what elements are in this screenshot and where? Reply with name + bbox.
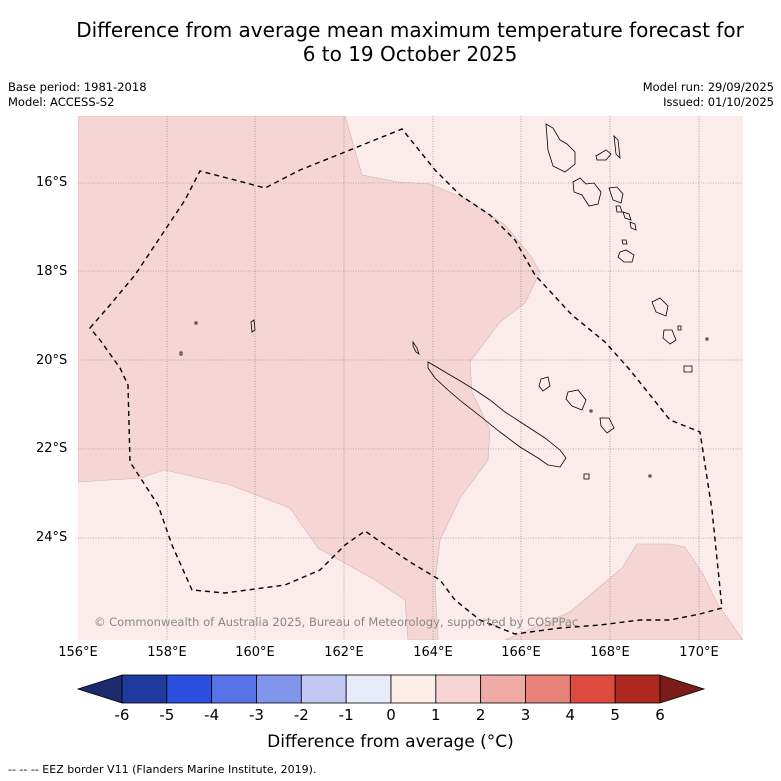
colorbar-tick: -4 <box>204 706 220 724</box>
eez-legend: -- -- -- EEZ border V11 (Flanders Marine… <box>8 763 317 776</box>
colorbar-cell <box>211 674 257 704</box>
title-line-2: 6 to 19 October 2025 <box>302 42 518 66</box>
colorbar-cell <box>166 674 213 704</box>
colorbar-tick: 3 <box>520 706 531 724</box>
latitude-label: 18°S <box>36 264 68 279</box>
colorbar-cell <box>390 674 437 704</box>
map-title: Difference from average mean maximum tem… <box>0 18 781 66</box>
colorbar-tick: -6 <box>114 706 130 724</box>
colorbar-tick: -5 <box>159 706 175 724</box>
title-line-1: Difference from average mean maximum tem… <box>76 18 744 42</box>
map-area: © Commonwealth of Australia 2025, Bureau… <box>78 116 743 640</box>
anomaly-1-2-region <box>78 116 541 640</box>
colorbar-tick: -3 <box>249 706 264 724</box>
anomaly-1-2-region-se <box>504 543 743 640</box>
copyright-notice: © Commonwealth of Australia 2025, Bureau… <box>94 615 578 629</box>
meta-left: Base period: 1981-2018 Model: ACCESS-S2 <box>8 80 147 110</box>
colorbar-cell <box>256 674 302 704</box>
colorbar-tick: 4 <box>565 706 576 724</box>
colorbar-tick: 1 <box>431 706 441 724</box>
latitude-label: 16°S <box>36 175 68 190</box>
longitude-label: 164°E <box>413 645 453 660</box>
colorbar-tick: -1 <box>338 706 354 724</box>
colorbar-tick: 6 <box>655 706 665 724</box>
eez-border <box>89 128 723 635</box>
latitude-label: 22°S <box>36 441 68 456</box>
colorbar-low-extension <box>76 674 123 704</box>
colorbar-cell <box>345 674 392 704</box>
colorbar <box>76 674 706 704</box>
belep-islands <box>412 340 420 355</box>
colorbar-title: Difference from average (°C) <box>267 732 514 752</box>
vanuatu-islands <box>545 123 637 263</box>
latitude-label: 20°S <box>36 353 68 368</box>
colorbar-cell <box>480 674 526 704</box>
colorbar-cell <box>435 674 482 704</box>
latitude-label: 24°S <box>36 530 68 545</box>
colorbar-cell <box>569 674 616 704</box>
colorbar-cell <box>121 674 168 704</box>
gridlines <box>78 116 743 640</box>
colorbar-tick: 0 <box>386 706 396 724</box>
colorbar-tick: -2 <box>293 706 309 724</box>
model-name: Model: ACCESS-S2 <box>8 95 115 109</box>
base-period: Base period: 1981-2018 <box>8 80 147 94</box>
longitude-label: 168°E <box>590 645 630 660</box>
colorbar-cell <box>614 674 661 704</box>
new-caledonia-island <box>427 361 567 468</box>
colorbar-cell <box>525 674 571 704</box>
longitude-label: 166°E <box>501 645 541 660</box>
colorbar-tick: 5 <box>610 706 620 724</box>
longitude-label: 156°E <box>58 645 98 660</box>
longitude-label: 170°E <box>679 645 719 660</box>
coastlines <box>179 123 709 480</box>
longitude-label: 162°E <box>324 645 364 660</box>
meta-right: Model run: 29/09/2025 Issued: 01/10/2025 <box>643 80 774 110</box>
model-run: Model run: 29/09/2025 <box>642 80 774 94</box>
colorbar-cells <box>121 674 661 704</box>
longitude-label: 160°E <box>235 645 275 660</box>
issued-date: Issued: 01/10/2025 <box>663 95 774 109</box>
walpole-island <box>583 473 590 480</box>
loyalty-islands <box>538 376 615 434</box>
solomon-islands <box>179 319 256 356</box>
eastern-islets <box>589 297 709 478</box>
longitude-label: 158°E <box>147 645 187 660</box>
colorbar-high-extension <box>659 674 706 704</box>
colorbar-cell <box>300 674 347 704</box>
colorbar-tick: 2 <box>475 706 486 724</box>
